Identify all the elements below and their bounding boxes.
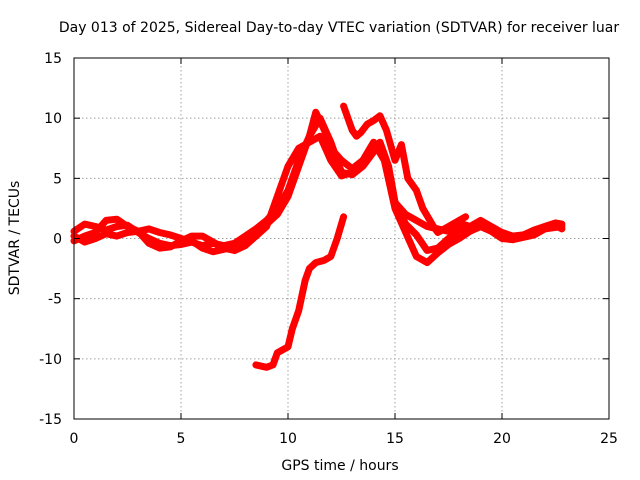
- y-tick-label: 0: [53, 232, 62, 248]
- y-tick-label: -10: [39, 352, 62, 368]
- y-tick-label: 10: [44, 111, 62, 127]
- x-tick-label: 15: [386, 431, 404, 447]
- data-series: [70, 102, 566, 371]
- x-tick-label: 0: [70, 431, 79, 447]
- y-tick-label: -15: [39, 412, 62, 428]
- x-tick-label: 5: [177, 431, 186, 447]
- axis-ticks: 0 5 10 15 20 25 15 10 5 0 -5 -10 -15: [39, 51, 618, 447]
- y-tick-label: 15: [44, 51, 62, 67]
- x-tick-label: 10: [279, 431, 297, 447]
- x-tick-label: 25: [600, 431, 618, 447]
- series-trace-d: [252, 213, 348, 371]
- y-tick-label: -5: [48, 292, 62, 308]
- x-tick-label: 20: [493, 431, 511, 447]
- chart-title: Day 013 of 2025, Sidereal Day-to-day VTE…: [59, 20, 620, 36]
- y-tick-label: 5: [53, 171, 62, 187]
- series-trace-c: [70, 132, 566, 267]
- x-axis-label: GPS time / hours: [281, 458, 398, 474]
- grid: [74, 58, 609, 419]
- y-axis-label: SDTVAR / TECUs: [7, 181, 23, 296]
- series-trace-e: [340, 102, 470, 236]
